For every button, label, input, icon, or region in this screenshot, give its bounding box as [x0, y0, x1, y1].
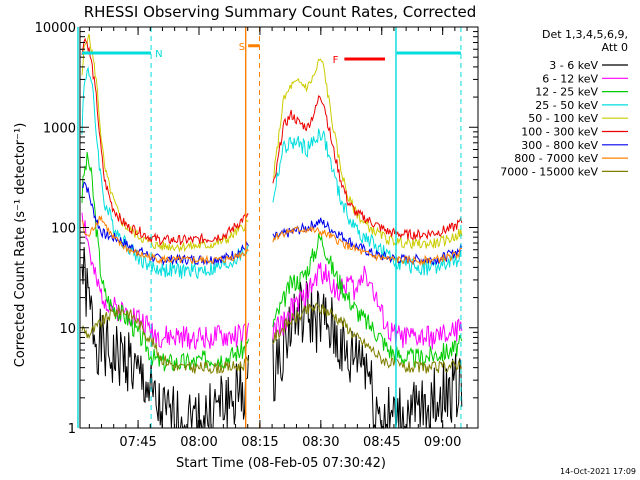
x-tick-label-3: 08:30 [302, 435, 339, 450]
series-line-2 [81, 151, 463, 372]
series-line-6 [81, 181, 463, 267]
x-tick-label-0: 07:45 [119, 435, 156, 450]
axes: 07:45 08:00 08:15 08:30 08:45 09:00 1 10 100 1000… [35, 21, 478, 450]
y-tick-label-2: 100 [51, 222, 76, 237]
y-tick-label-3: 1000 [43, 121, 76, 136]
series-layer [81, 33, 463, 430]
y-axis-label: Corrected Count Rate (s⁻¹ detector⁻¹) [13, 123, 28, 368]
series-line-4 [81, 33, 463, 253]
y-tick-label-4: 10000 [35, 21, 76, 36]
legend-label-8: 7000 - 15000 keV [500, 165, 598, 178]
state-label-0: N [155, 49, 162, 60]
legend-label-4: 50 - 100 keV [528, 112, 598, 125]
series-line-7 [81, 214, 463, 267]
x-tick-label-5: 09:00 [424, 435, 461, 450]
legend-label-7: 800 - 7000 keV [514, 152, 598, 165]
series-line-3 [81, 66, 463, 280]
x-tick-label-1: 08:00 [180, 435, 217, 450]
footer-date: 14-Oct-2021 17:09 [560, 467, 636, 476]
legend-label-3: 25 - 50 keV [535, 99, 598, 112]
legend-label-1: 6 - 12 keV [542, 72, 598, 85]
state-label-1: S [239, 42, 245, 53]
x-tick-label-4: 08:45 [363, 435, 400, 450]
x-axis-label: Start Time (08-Feb-05 07:30:42) [176, 456, 386, 471]
attenuator-markers: N S F [77, 27, 462, 428]
legend-label-0: 3 - 6 keV [549, 59, 598, 72]
series-line-5 [81, 37, 463, 246]
legend-label-2: 12 - 25 keV [535, 86, 598, 99]
legend-header-attenuator: Att 0 [602, 41, 628, 54]
state-label-2: F [333, 55, 339, 66]
x-tick-label-2: 08:15 [241, 435, 278, 450]
legend-header-detectors: Det 1,3,4,5,6,9, [542, 28, 628, 41]
series-line-0 [81, 247, 463, 430]
legend-label-6: 300 - 800 keV [521, 139, 598, 152]
y-tick-label-1: 10 [59, 322, 76, 337]
chart-title: RHESSI Observing Summary Count Rates, Co… [84, 3, 477, 21]
series-line-8 [81, 302, 463, 375]
y-tick-label-0: 1 [68, 422, 76, 437]
legend-label-5: 100 - 300 keV [521, 126, 598, 139]
